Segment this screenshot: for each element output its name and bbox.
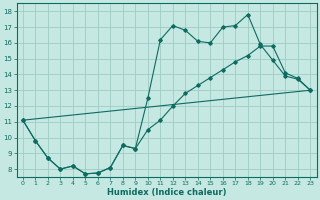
X-axis label: Humidex (Indice chaleur): Humidex (Indice chaleur) [107,188,226,197]
